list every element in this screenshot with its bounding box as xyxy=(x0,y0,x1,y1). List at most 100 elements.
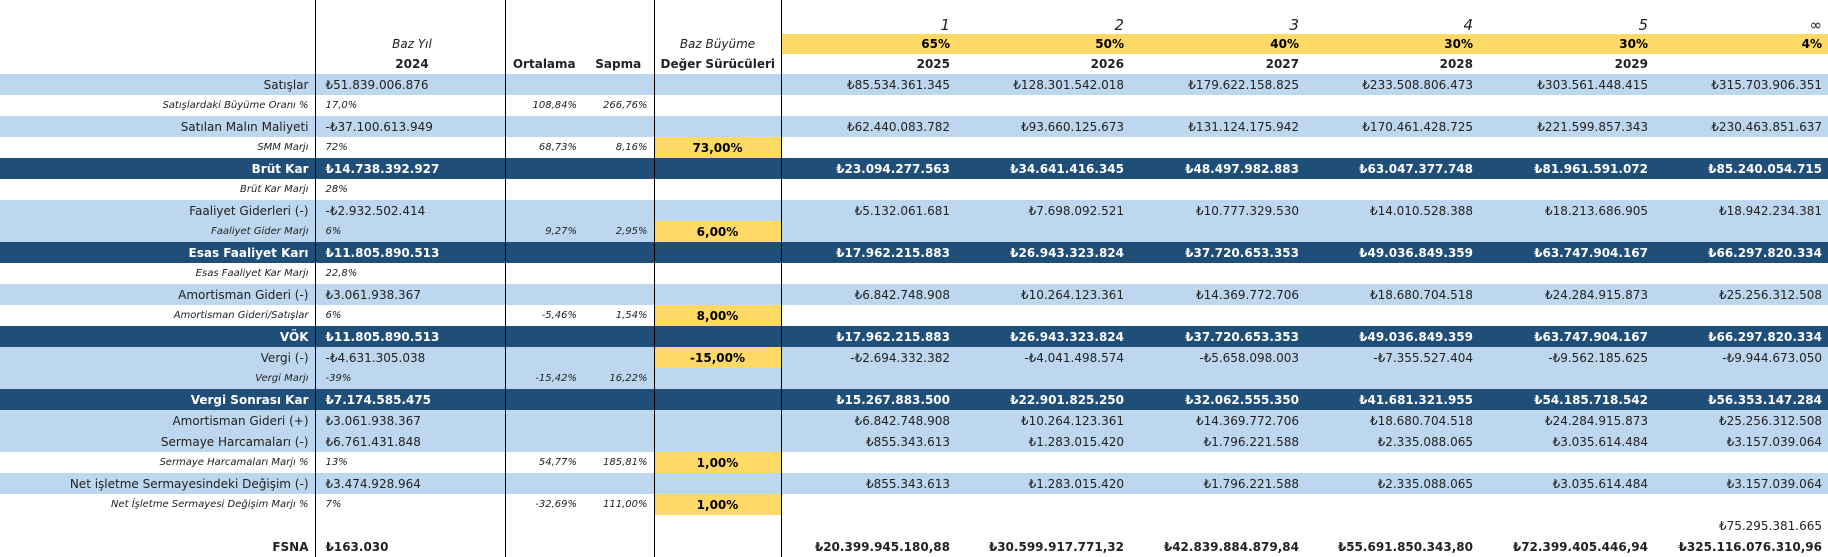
cell: -₺7.355.527.404 xyxy=(1305,347,1479,368)
cell: -15,00% xyxy=(654,347,782,368)
cell: 13% xyxy=(315,452,506,473)
cell: Brüt Kar xyxy=(0,158,316,179)
cell: 2028 xyxy=(1439,57,1473,71)
cell: ₺5.132.061.681 xyxy=(781,200,956,221)
cell: 28% xyxy=(315,179,506,200)
cell: Satılan Malın Maliyeti xyxy=(0,116,316,137)
cell xyxy=(1479,263,1654,284)
cell xyxy=(315,515,506,536)
cell: 40% xyxy=(1130,34,1305,54)
cell: -39% xyxy=(315,368,506,389)
row: Vergi Sonrası Kar ₺7.174.585.475 ₺15.267.8… xyxy=(0,389,1828,410)
cell xyxy=(1479,305,1654,326)
cell: SMM Marjı xyxy=(0,137,316,158)
cell: Sapma xyxy=(583,54,655,74)
cell: ₺325.116.076.310,96 xyxy=(1678,539,1822,554)
cell xyxy=(654,326,782,347)
cell xyxy=(956,494,1130,515)
cell: ₺170.461.428.725 xyxy=(1305,116,1479,137)
cell xyxy=(781,368,956,389)
cell: Net işletme Sermayesindeki Değişim (-) xyxy=(0,473,316,494)
cell: ₺25.256.312.508 xyxy=(1654,410,1828,431)
cell xyxy=(505,431,583,452)
cell xyxy=(654,431,782,452)
cell xyxy=(1654,54,1828,74)
cell: 8,16% xyxy=(583,137,655,158)
cell: ₺855.343.613 xyxy=(781,473,956,494)
row: Satılan Malın Maliyeti -₺37.100.613.949 ₺6… xyxy=(0,116,1828,137)
cell: -15,42% xyxy=(505,368,583,389)
cell: ₺18.680.704.518 xyxy=(1305,410,1479,431)
cell: FSNA xyxy=(0,536,316,557)
cell xyxy=(583,158,655,179)
cell: ₺63.747.904.167 xyxy=(1479,326,1654,347)
row: FSNA ₺163.030 ₺20.399.945.180,88 ₺30.599.91… xyxy=(0,536,1828,557)
cell: ₺3.157.039.064 xyxy=(1654,473,1828,494)
cell: 72% xyxy=(315,137,506,158)
cell: ₺2.335.088.065 xyxy=(1305,473,1479,494)
row: Faaliyet Gider Marjı 6% 9,27% 2,95% 6,00% xyxy=(0,221,1828,242)
row: Sermaye Harcamaları Marjı % 13% 54,77% 185,… xyxy=(0,452,1828,473)
row: Vergi Marjı -39% -15,42% 16,22% xyxy=(0,368,1828,389)
row: Faaliyet Giderleri (-) -₺2.932.502.414 ₺5.… xyxy=(0,200,1828,221)
cell: 30% xyxy=(1305,34,1479,54)
cell xyxy=(1130,305,1305,326)
cell: ₺72.399.405.446,94 xyxy=(1512,539,1648,554)
cell: 73,00% xyxy=(654,137,782,158)
cell: ₺14.369.772.706 xyxy=(1130,410,1305,431)
row: Satışlardaki Büyüme Oranı % 17,0% 108,84% 2… xyxy=(0,95,1828,116)
cell xyxy=(654,284,782,305)
cell: ₺3.157.039.064 xyxy=(1654,431,1828,452)
cell xyxy=(583,263,655,284)
cell: ₺62.440.083.782 xyxy=(781,116,956,137)
cell xyxy=(583,431,655,452)
cell xyxy=(654,515,782,536)
cell: Ortalama xyxy=(512,57,576,71)
cell: 17,0% xyxy=(315,95,506,116)
cell: ₺2.335.088.065 xyxy=(1305,431,1479,452)
cell xyxy=(1654,368,1828,389)
row: Esas Faaliyet Kar Marjı 22,8% xyxy=(0,263,1828,284)
cell xyxy=(583,326,655,347)
cell xyxy=(1130,221,1305,242)
cell xyxy=(1305,515,1479,536)
cell: Amortisman Gideri/Satışlar xyxy=(0,305,316,326)
cell: ₺30.599.917.771,32 xyxy=(988,539,1124,554)
cell xyxy=(956,221,1130,242)
cell: -₺4.041.498.574 xyxy=(956,347,1130,368)
cell: ₺10.264.123.361 xyxy=(956,410,1130,431)
cell xyxy=(583,179,655,200)
cell: -32,69% xyxy=(535,499,577,510)
cell: ₺34.641.416.345 xyxy=(956,158,1130,179)
cell xyxy=(1130,515,1305,536)
cell xyxy=(654,0,782,34)
cell: ₺54.185.718.542 xyxy=(1479,389,1654,410)
cell xyxy=(1305,263,1479,284)
cell: ₺3.035.614.484 xyxy=(1479,431,1654,452)
cell: ₺23.094.277.563 xyxy=(781,158,956,179)
cell xyxy=(505,179,583,200)
cell: ₺163.030 xyxy=(315,536,506,557)
cell: ₺55.691.850.343,80 xyxy=(1337,539,1473,554)
cell xyxy=(0,0,316,34)
cell xyxy=(1654,263,1828,284)
cell: Amortisman Gideri (+) xyxy=(0,410,316,431)
cell xyxy=(781,494,956,515)
cell: Esas Faaliyet Kar Marjı xyxy=(0,263,316,284)
cell: 185,81% xyxy=(583,452,655,473)
cell: Baz Büyüme xyxy=(654,34,782,54)
cell xyxy=(654,95,782,116)
row: VÖK ₺11.805.890.513 ₺17.962.215.883 ₺26.943… xyxy=(0,326,1828,347)
cell xyxy=(505,242,583,263)
cell: -₺2.932.502.414 xyxy=(315,200,506,221)
cell: 8,00% xyxy=(654,305,782,326)
row: Brüt Kar Marjı 28% xyxy=(0,179,1828,200)
cell: 266,76% xyxy=(583,95,655,116)
cell: ₺20.399.945.180,88 xyxy=(814,539,950,554)
row: Amortisman Gideri (+) ₺3.061.938.367 ₺6.84… xyxy=(0,410,1828,431)
cell: ₺233.508.806.473 xyxy=(1305,74,1479,95)
cell: ₺1.796.221.588 xyxy=(1130,473,1305,494)
cell: ₺26.943.323.824 xyxy=(956,242,1130,263)
cell: ₺7.698.092.521 xyxy=(956,200,1130,221)
cell xyxy=(1305,494,1479,515)
